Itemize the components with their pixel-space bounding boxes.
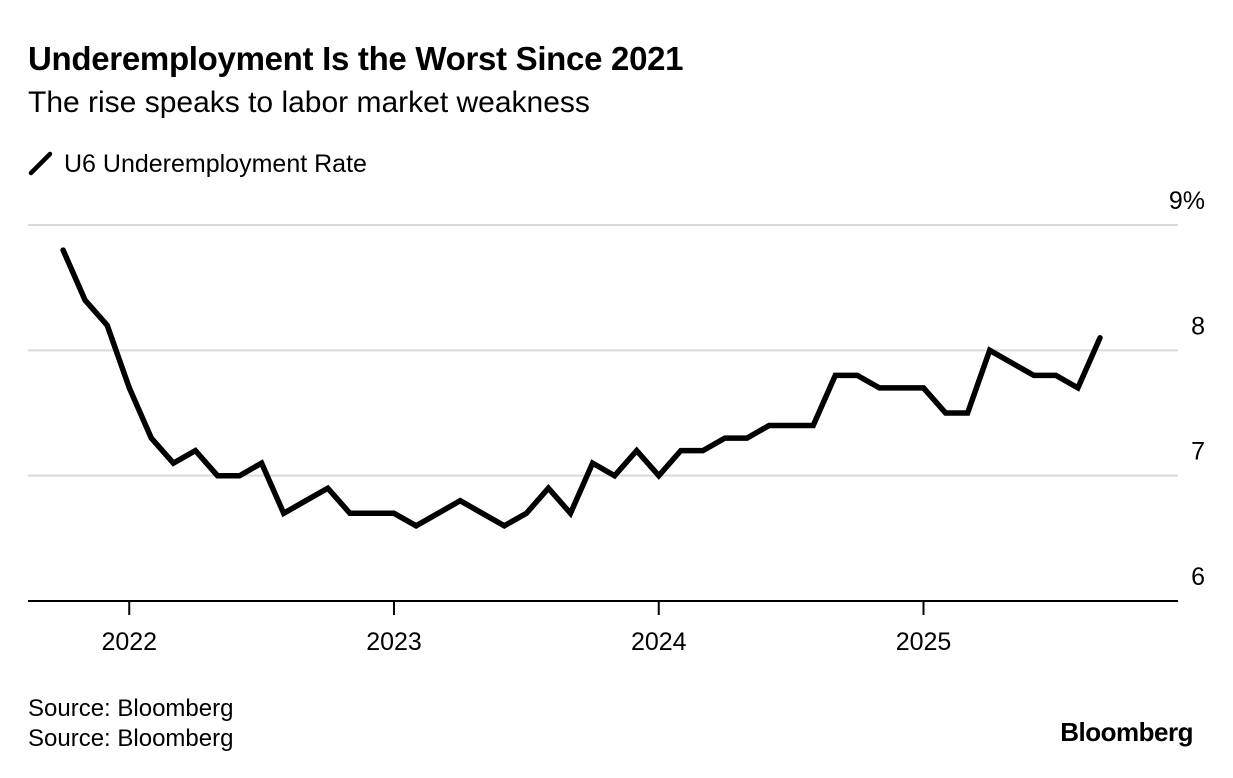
y-tick-label: 8 (1191, 312, 1205, 340)
legend-label: U6 Underemployment Rate (64, 149, 367, 178)
chart-title: Underemployment Is the Worst Since 2021 (28, 40, 684, 77)
x-tick-label: 2024 (631, 628, 687, 656)
y-tick-label: 6 (1191, 563, 1205, 591)
y-tick-label: 7 (1191, 438, 1205, 466)
x-tick-label: 2025 (896, 628, 952, 656)
series-line-u6 (60, 247, 1103, 529)
bloomberg-logo: Bloomberg (1060, 717, 1193, 747)
source-note: Source: Bloomberg (28, 695, 234, 722)
x-tick-label: 2023 (366, 628, 422, 656)
y-tick-label: 9% (1169, 187, 1205, 215)
source-note: Source: Bloomberg (28, 725, 234, 752)
x-tick-label: 2022 (101, 628, 157, 656)
line-swatch-icon (28, 151, 53, 176)
chart-subtitle: The rise speaks to labor market weakness (28, 86, 590, 119)
legend: U6 Underemployment Rate (28, 148, 367, 180)
